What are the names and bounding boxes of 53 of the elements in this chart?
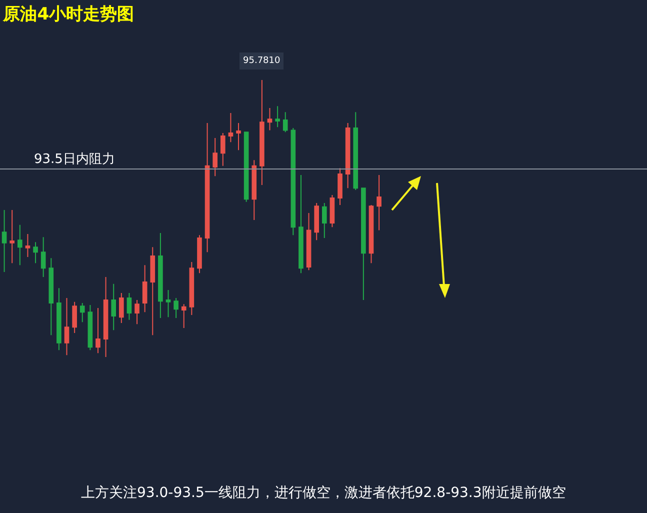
candlestick: [40, 236, 46, 278]
candlestick: [204, 122, 210, 253]
candlestick: [18, 224, 22, 266]
candlestick: [10, 209, 15, 264]
candlestick: [244, 132, 249, 202]
candlestick: [197, 234, 202, 274]
candlestick: [298, 174, 304, 274]
candlestick: [33, 242, 38, 264]
candlestick: [368, 204, 374, 264]
candlestick: [345, 122, 350, 189]
candlestick: [330, 194, 335, 228]
candlestick: [64, 298, 70, 356]
ref-line-label: 93.5日内阻力: [34, 152, 115, 167]
candlestick: [2, 209, 7, 273]
candlestick: [166, 290, 171, 318]
candlestick: [48, 258, 54, 336]
candlestick: [306, 212, 312, 271]
candlestick: [322, 202, 327, 238]
candlestick: [150, 246, 156, 336]
candlestick: [228, 112, 234, 143]
candlestick: [220, 132, 226, 166]
chart-title: 原油4小时走势图: [2, 4, 134, 25]
candlestick: [260, 80, 264, 186]
candlestick: [103, 276, 108, 358]
candlestick: [174, 298, 178, 318]
candlestick: [142, 264, 148, 313]
candlestick: [88, 304, 93, 351]
text: 上方关注93.0-93.5一线阻力，进行做空，激进者依托92.8-93.3附近提前做空: [81, 485, 566, 501]
candlestick: [290, 127, 296, 236]
candlestick: [96, 308, 100, 354]
candlestick: [189, 262, 194, 316]
candlestick: [25, 234, 30, 258]
candlestick: [353, 112, 358, 191]
candlestick: [158, 232, 163, 318]
candlestick: [80, 302, 85, 323]
candlestick: [252, 160, 257, 220]
candlestick: [267, 108, 272, 131]
candlestick: [72, 301, 77, 334]
candlestick: [134, 299, 140, 325]
candlestick: [126, 292, 132, 320]
candlestick: [376, 174, 382, 231]
candlestick: [212, 137, 218, 177]
candlestick: [111, 283, 116, 331]
candlestick: [275, 106, 280, 128]
candlestick: [118, 292, 124, 324]
candlestick: [56, 288, 62, 351]
candlestick: [181, 304, 186, 328]
candlestick: [314, 202, 319, 241]
candlestick: [361, 188, 366, 300]
annotation: 95.7810: [243, 56, 280, 66]
candlestick: [338, 168, 342, 206]
candlestick: [236, 122, 241, 151]
candlestick: [282, 112, 288, 133]
